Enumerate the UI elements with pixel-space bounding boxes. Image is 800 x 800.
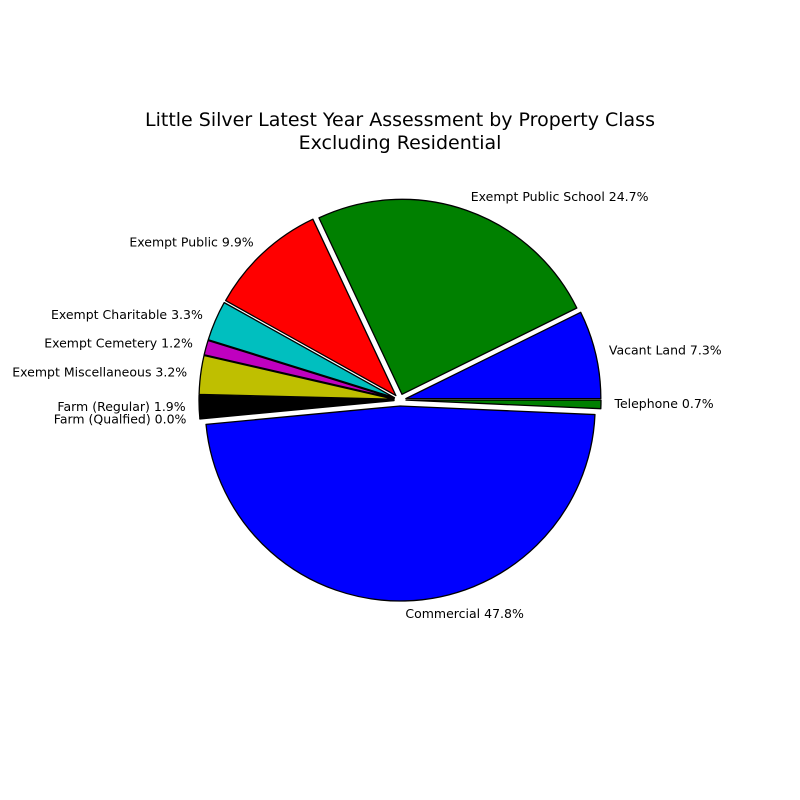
pie-slice	[405, 399, 602, 410]
slice-label: Commercial 47.8%	[405, 606, 524, 621]
pie-slice	[224, 218, 397, 397]
pie-slice	[205, 405, 596, 602]
slice-label: Exempt Cemetery 1.2%	[44, 336, 193, 351]
slice-label: Exempt Public 9.9%	[129, 235, 253, 250]
slice-label: Farm (Regular) 1.9%	[57, 399, 185, 414]
slice-label: Vacant Land 7.3%	[609, 343, 722, 358]
pie-slices	[198, 198, 602, 602]
chart-title: Little Silver Latest Year Assessment by …	[145, 109, 655, 131]
slice-label: Telephone 0.7%	[613, 396, 713, 411]
pie-slice	[207, 301, 396, 399]
chart-subtitle: Excluding Residential	[299, 132, 502, 154]
pie-slice	[405, 311, 602, 400]
slice-label: Farm (Qualfied) 0.0%	[54, 412, 187, 427]
slice-label: Exempt Miscellaneous 3.2%	[12, 365, 187, 380]
slice-labels: Vacant Land 7.3% Exempt Public School 24.…	[12, 189, 722, 621]
pie-slice	[198, 354, 395, 400]
slice-label: Exempt Charitable 3.3%	[51, 307, 203, 322]
pie-slice	[203, 339, 395, 400]
pie-slice	[199, 399, 395, 420]
pie-slice	[318, 198, 578, 395]
slice-label: Exempt Public School 24.7%	[471, 189, 649, 204]
